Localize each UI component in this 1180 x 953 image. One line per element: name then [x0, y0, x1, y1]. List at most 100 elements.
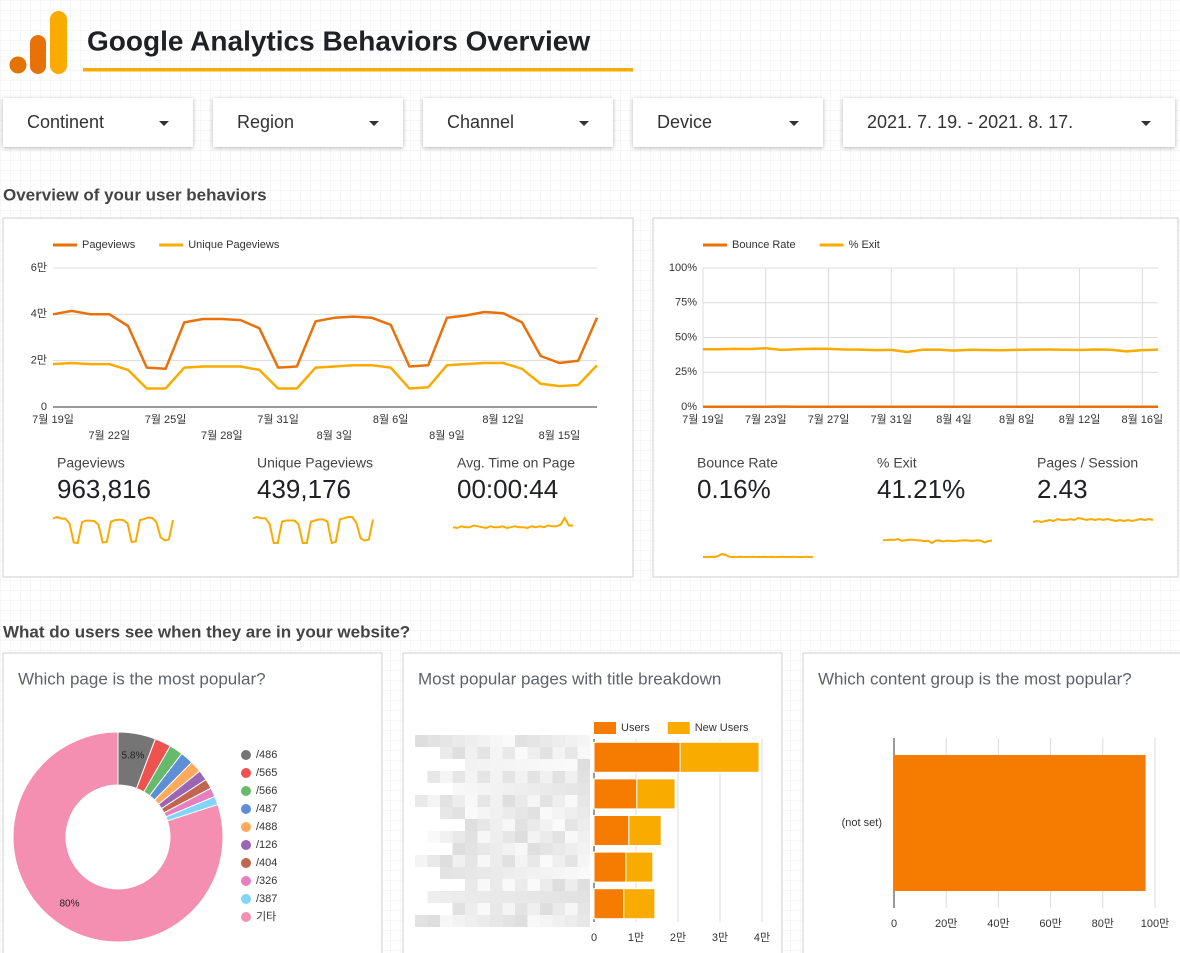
legend-swatch	[241, 840, 251, 850]
blurred-label	[515, 891, 528, 903]
blurred-label	[515, 915, 528, 927]
blurred-label	[565, 783, 578, 795]
blurred-label	[477, 915, 490, 927]
blurred-label	[540, 903, 553, 915]
blurred-label	[465, 855, 478, 867]
blurred-label	[502, 819, 515, 831]
x-tick-label: 7월 31일	[870, 412, 912, 426]
blurred-label	[490, 831, 503, 843]
blurred-label	[502, 867, 515, 879]
x-tick-label: 8월 12일	[1059, 412, 1101, 426]
blurred-label	[552, 795, 565, 807]
blurred-label	[502, 759, 515, 771]
blurred-label	[427, 771, 440, 783]
blurred-label	[477, 795, 490, 807]
blurred-label	[477, 903, 490, 915]
blurred-label	[527, 807, 540, 819]
blurred-label	[502, 831, 515, 843]
legend-label: Unique Pageviews	[188, 239, 280, 251]
y-tick-label: 4만	[31, 307, 47, 320]
scorecard-value: 41.21%	[877, 474, 965, 504]
blurred-label	[527, 843, 540, 855]
blurred-label	[565, 819, 578, 831]
blurred-label	[452, 867, 465, 879]
blurred-label	[540, 831, 553, 843]
blurred-label	[552, 831, 565, 843]
blurred-label	[552, 867, 565, 879]
dropdown-caret	[789, 121, 799, 126]
blurred-label	[440, 855, 453, 867]
blurred-label	[565, 807, 578, 819]
blurred-label	[502, 771, 515, 783]
blurred-label	[577, 819, 590, 831]
blurred-label	[415, 795, 428, 807]
blurred-label	[565, 867, 578, 879]
blurred-label	[552, 735, 565, 747]
legend-swatch	[241, 858, 251, 868]
blurred-label	[527, 735, 540, 747]
blurred-label	[515, 807, 528, 819]
blurred-label	[452, 771, 465, 783]
blurred-label	[577, 783, 590, 795]
legend-label: 기타	[256, 910, 276, 923]
blurred-label	[465, 807, 478, 819]
blurred-label	[540, 795, 553, 807]
filter-label: Continent	[27, 112, 104, 132]
blurred-label	[552, 747, 565, 759]
blurred-label	[552, 891, 565, 903]
x-tick-label: 8월 4일	[936, 412, 972, 426]
blurred-label	[540, 759, 553, 771]
x-tick-label: 7월 19일	[682, 412, 724, 426]
blurred-label	[565, 915, 578, 927]
scorecard-value: 00:00:44	[457, 474, 558, 504]
dropdown-caret	[369, 121, 379, 126]
legend-label: /566	[256, 785, 277, 797]
x-tick-label: 100만	[1141, 917, 1169, 930]
blurred-label	[527, 831, 540, 843]
blurred-label	[565, 843, 578, 855]
x-tick-label: 7월 22일	[88, 428, 130, 442]
blurred-label	[540, 747, 553, 759]
bar-segment	[593, 888, 625, 920]
x-tick-label: 7월 23일	[745, 412, 787, 426]
blurred-label	[527, 759, 540, 771]
dropdown-caret	[1141, 121, 1151, 126]
blurred-label	[515, 903, 528, 915]
blurred-label	[415, 915, 428, 927]
blurred-label	[540, 735, 553, 747]
legend-swatch	[241, 876, 251, 886]
blurred-label	[490, 903, 503, 915]
blurred-label	[490, 891, 503, 903]
y-tick-label: 0%	[681, 401, 697, 413]
blurred-label	[440, 771, 453, 783]
blurred-label	[427, 795, 440, 807]
blurred-label	[440, 807, 453, 819]
blurred-label	[452, 915, 465, 927]
blurred-label	[490, 819, 503, 831]
blurred-label	[552, 843, 565, 855]
blurred-label	[577, 795, 590, 807]
blurred-label	[490, 747, 503, 759]
data-label: 80%	[59, 898, 79, 909]
blurred-label	[515, 819, 528, 831]
x-tick-label: 1만	[628, 931, 644, 944]
blurred-label	[502, 783, 515, 795]
x-tick-label: 8월 6일	[373, 412, 409, 426]
x-tick-label: 8월 16일	[1121, 412, 1163, 426]
blurred-label	[452, 843, 465, 855]
x-tick-label: 7월 19일	[32, 412, 74, 426]
x-tick-label: 40만	[987, 917, 1009, 930]
filter-dropdown[interactable]	[843, 98, 1175, 147]
bar-segment	[593, 778, 638, 810]
blurred-label	[540, 855, 553, 867]
legend-label: /565	[256, 767, 277, 779]
blurred-label	[540, 867, 553, 879]
filter-label: Region	[237, 112, 294, 132]
blurred-label	[490, 867, 503, 879]
blurred-label	[477, 879, 490, 891]
blurred-label	[440, 795, 453, 807]
line-series	[52, 361, 598, 390]
dropdown-caret	[579, 121, 589, 126]
x-tick-label: 0	[591, 932, 597, 944]
blurred-label	[577, 891, 590, 903]
